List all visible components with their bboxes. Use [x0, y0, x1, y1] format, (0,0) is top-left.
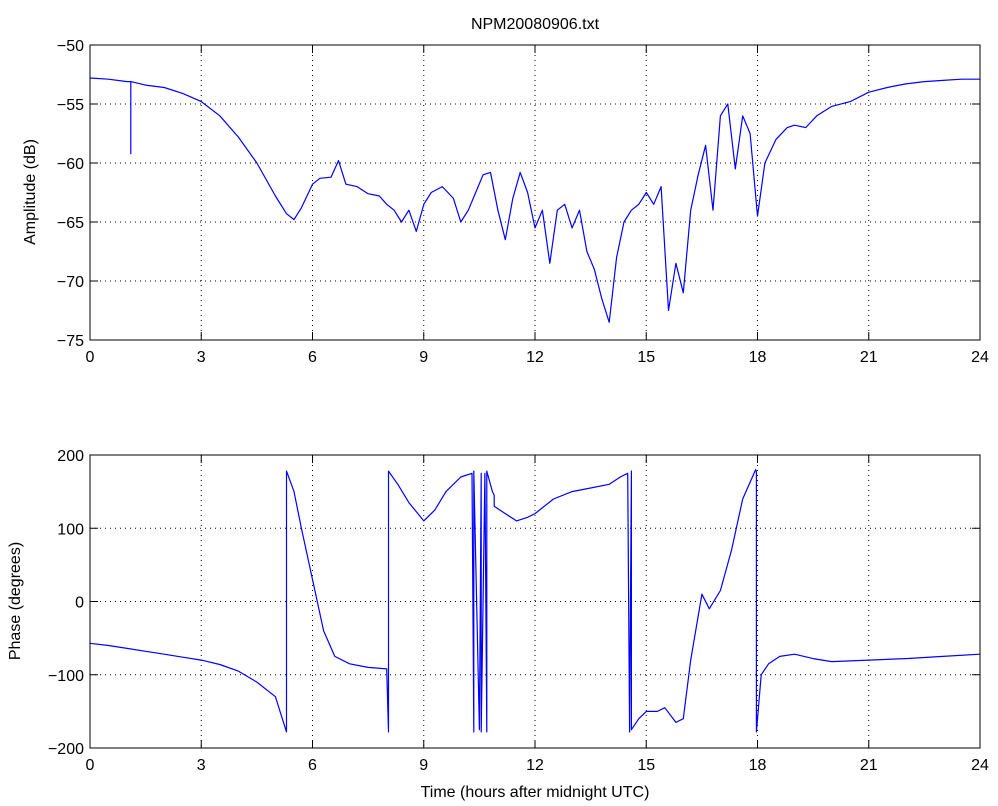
amplitude-x-tick-label: 24: [971, 349, 989, 366]
phase-x-tick-label: 0: [86, 757, 95, 774]
phase-y-tick-label: 100: [57, 521, 84, 538]
phase-x-tick-label: 12: [526, 757, 544, 774]
phase-x-tick-label: 6: [308, 757, 317, 774]
amplitude-x-tick-label: 21: [860, 349, 878, 366]
amplitude-y-tick-label: −50: [57, 38, 84, 55]
phase-plot: 0 3 6 9 12 15 18 21 24 −200 −100 0 100 200 Time (hour…: [7, 448, 989, 801]
amplitude-series-line: [89, 77, 980, 323]
phase-y-axis-label: Phase (degrees): [7, 542, 24, 660]
amplitude-plot: 0 3 6 9 12 15 18 21 24 −75 −70 −65 −60 −55 −50 NPM2008…: [22, 16, 989, 366]
chart-title: NPM20080906.txt: [471, 16, 600, 33]
amplitude-grid: [90, 45, 980, 340]
phase-x-tick-label: 24: [971, 757, 989, 774]
phase-y-tick-label: 200: [57, 448, 84, 465]
phase-series-group: [89, 469, 981, 733]
phase-x-tick-label: 21: [860, 757, 878, 774]
amplitude-y-tick-label: −60: [57, 156, 84, 173]
phase-ticks: 0 3 6 9 12 15 18 21 24 −200 −100 0 100 200: [48, 448, 989, 774]
amplitude-y-tick-label: −70: [57, 274, 84, 291]
phase-x-tick-label: 15: [637, 757, 655, 774]
phase-x-tick-label: 9: [419, 757, 428, 774]
phase-y-tick-label: −200: [48, 741, 84, 758]
phase-grid: [90, 455, 980, 748]
phase-x-axis-label: Time (hours after midnight UTC): [421, 784, 650, 801]
amplitude-x-tick-label: 12: [526, 349, 544, 366]
amplitude-series-group: [89, 77, 980, 323]
amplitude-y-tick-label: −55: [57, 97, 84, 114]
amplitude-x-tick-label: 9: [419, 349, 428, 366]
amplitude-x-tick-label: 0: [86, 349, 95, 366]
phase-x-tick-label: 18: [749, 757, 767, 774]
amplitude-ticks: 0 3 6 9 12 15 18 21 24 −75 −70 −65 −60 −55 −50: [57, 38, 989, 366]
phase-y-tick-label: −100: [48, 668, 84, 685]
amplitude-x-tick-label: 3: [197, 349, 206, 366]
amplitude-x-tick-label: 6: [308, 349, 317, 366]
amplitude-y-axis-label: Amplitude (dB): [22, 139, 39, 245]
phase-series-line: [89, 469, 981, 733]
amplitude-x-tick-label: 18: [749, 349, 767, 366]
phase-y-tick-label: 0: [75, 595, 84, 612]
phase-x-tick-label: 3: [197, 757, 206, 774]
amplitude-x-tick-label: 15: [637, 349, 655, 366]
amplitude-y-tick-label: −65: [57, 215, 84, 232]
amplitude-y-tick-label: −75: [57, 333, 84, 350]
